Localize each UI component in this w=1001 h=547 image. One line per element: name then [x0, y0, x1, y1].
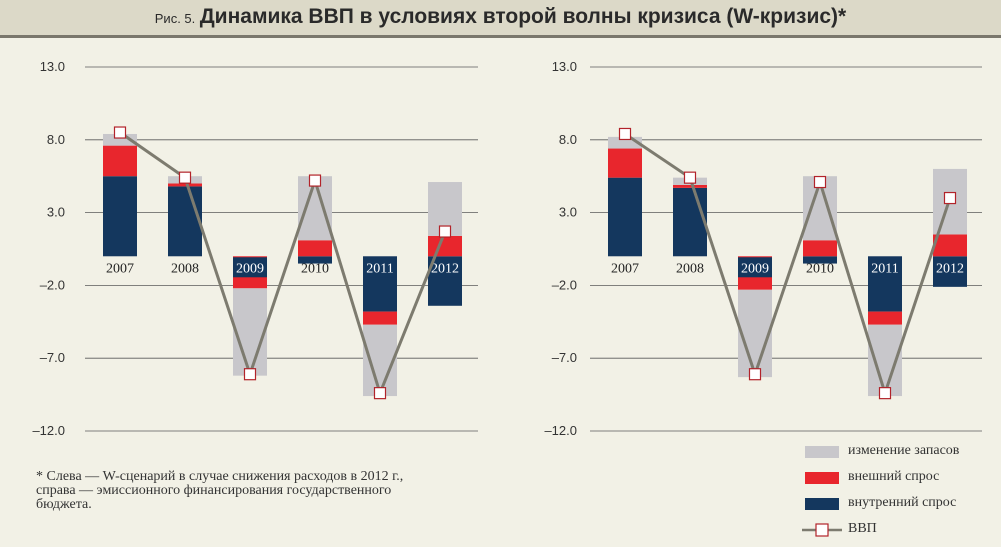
y-tick-label: 3.0 — [559, 205, 577, 220]
legend-item-stock: изменение запасов — [800, 443, 1000, 469]
stock-swatch — [805, 446, 839, 458]
figure-title: Рис. 5. Динамика ВВП в условиях второй в… — [0, 5, 1001, 29]
external-demand-bar — [868, 311, 902, 325]
external-demand-bar — [363, 311, 397, 325]
gdp-point — [618, 127, 632, 141]
title-bar: Рис. 5. Динамика ВВП в условиях второй в… — [0, 0, 1001, 38]
x-tick-label: 2012 — [936, 261, 964, 276]
stock-change-bar — [738, 289, 772, 378]
y-tick-label: –12.0 — [544, 423, 577, 438]
gdp-point — [373, 387, 387, 400]
domestic-demand-bar — [168, 186, 202, 257]
domestic-demand-bar — [673, 187, 707, 257]
gdp-point — [683, 171, 697, 184]
domestic-demand-bar — [103, 176, 137, 257]
domestic-swatch — [805, 498, 839, 510]
gdp-line — [624, 132, 952, 399]
gdp-point — [878, 387, 892, 400]
category-label-bg — [738, 257, 772, 278]
external-demand-bar — [608, 148, 642, 178]
gdp-line-icon — [802, 523, 842, 537]
gdp-point — [243, 368, 257, 381]
legend-label: изменение запасов — [848, 443, 960, 458]
x-tick-label: 2008 — [676, 261, 704, 276]
y-tick-label: 3.0 — [47, 205, 65, 220]
gdp-point — [178, 171, 192, 184]
external-swatch — [805, 472, 839, 484]
category-label-bg — [868, 257, 902, 278]
stock-change-bar — [103, 133, 137, 146]
external-demand-bar — [933, 234, 967, 257]
y-tick-label: –2.0 — [552, 277, 577, 292]
bars — [608, 136, 967, 397]
figure-title-text: Динамика ВВП в условиях второй волны кри… — [199, 5, 847, 28]
legend-item-gdp: ВВП — [800, 521, 1000, 547]
gdp-point — [113, 126, 127, 139]
external-demand-bar — [168, 183, 202, 187]
gdp-point — [813, 175, 827, 189]
stock-change-bar — [233, 288, 267, 376]
stock-change-bar — [298, 176, 332, 241]
figure-number: Рис. 5. — [154, 11, 196, 26]
category-label-bg — [363, 257, 397, 278]
y-tick-label: –2.0 — [40, 277, 65, 292]
stock-change-bar — [608, 136, 642, 149]
domestic-demand-bar — [803, 256, 837, 264]
gdp-point — [943, 191, 957, 205]
x-tick-label: 2008 — [171, 261, 199, 276]
external-demand-bar — [803, 240, 837, 257]
gdp-point — [308, 174, 322, 187]
gdp-line — [119, 131, 447, 398]
category-label-bg — [233, 257, 267, 278]
legend-label: внутренний спрос — [848, 495, 957, 510]
x-tick-label: 2011 — [366, 261, 393, 276]
category-label-bg — [933, 257, 967, 278]
legend: изменение запасов внешний спрос внутренн… — [800, 443, 1000, 547]
legend-item-domestic: внутренний спрос — [800, 495, 1000, 521]
chart-right: 13.0 8.0 3.0 –2.0 –7.0 –12.0 2007 2008 2009 2010 2… — [544, 59, 982, 438]
legend-item-external: внешний спрос — [800, 469, 1000, 495]
y-tick-label: –7.0 — [40, 350, 65, 365]
x-tick-label: 2007 — [106, 261, 134, 276]
gdp-point — [438, 225, 452, 238]
external-demand-bar — [673, 184, 707, 188]
y-tick-label: 8.0 — [559, 132, 577, 147]
legend-label: ВВП — [848, 521, 877, 536]
chart-left: 13.0 8.0 3.0 –2.0 –7.0 –12.0 2007 2008 2009 2010 2… — [32, 59, 478, 438]
footnote: * Слева — W-сценарий в случае снижения р… — [36, 469, 404, 512]
x-tick-label: 2009 — [741, 261, 769, 276]
x-tick-label: 2012 — [431, 261, 459, 276]
category-label-bg — [428, 257, 462, 278]
x-tick-label: 2011 — [871, 261, 898, 276]
legend-label: внешний спрос — [848, 469, 940, 484]
external-demand-bar — [103, 145, 137, 177]
x-tick-label: 2010 — [806, 261, 834, 276]
y-tick-label: –12.0 — [32, 423, 65, 438]
gdp-point — [748, 368, 762, 381]
domestic-demand-bar — [608, 177, 642, 257]
x-tick-label: 2007 — [611, 261, 639, 276]
y-tick-label: 8.0 — [47, 132, 65, 147]
y-tick-label: 13.0 — [552, 59, 577, 74]
x-tick-label: 2009 — [236, 261, 264, 276]
y-tick-label: –7.0 — [552, 350, 577, 365]
y-tick-label: 13.0 — [40, 59, 65, 74]
external-demand-bar — [298, 240, 332, 257]
x-tick-label: 2010 — [301, 261, 329, 276]
domestic-demand-bar — [298, 256, 332, 264]
